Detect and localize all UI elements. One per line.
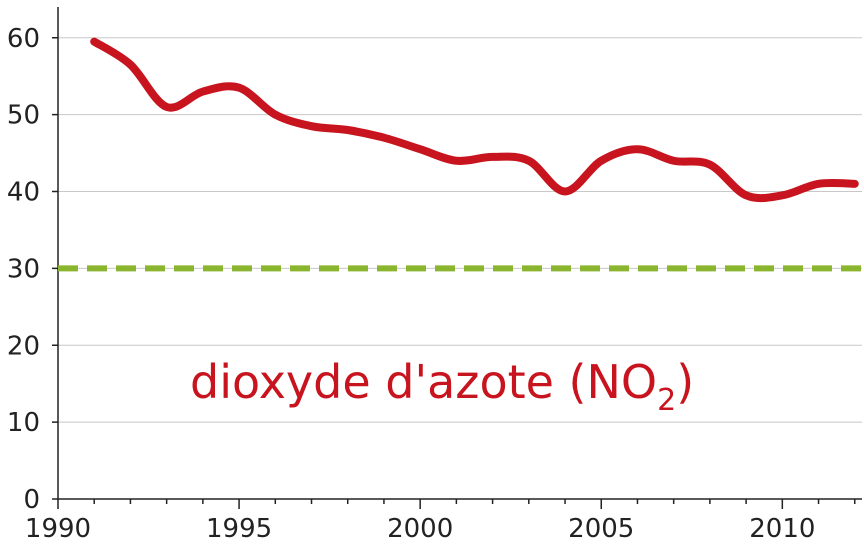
annotation-no2-label: dioxyde d'azote (NO2) <box>190 355 694 418</box>
x-tick-label: 2005 <box>568 514 634 544</box>
annotation-suffix: ) <box>676 355 694 409</box>
y-tick-label: 10 <box>7 408 40 438</box>
annotation-main-text: dioxyde d'azote (NO <box>190 355 657 409</box>
y-tick-label: 60 <box>7 24 40 54</box>
y-tick-label: 20 <box>7 331 40 361</box>
y-tick-label: 50 <box>7 101 40 131</box>
axes <box>52 7 862 509</box>
series-no2-line <box>90 37 859 203</box>
tick-labels: 0 10 20 30 40 50 60 1990 1995 2000 2005 2010 <box>7 24 816 544</box>
annotation-subscript: 2 <box>657 383 676 418</box>
y-tick-label: 30 <box>7 254 40 284</box>
x-tick-label: 2010 <box>749 514 815 544</box>
y-tick-label: 40 <box>7 178 40 208</box>
x-tick-label: 1995 <box>206 514 272 544</box>
series <box>58 37 862 272</box>
x-tick-label: 2000 <box>387 514 453 544</box>
x-tick-label: 1990 <box>25 514 91 544</box>
y-tick-label: 0 <box>23 485 40 515</box>
